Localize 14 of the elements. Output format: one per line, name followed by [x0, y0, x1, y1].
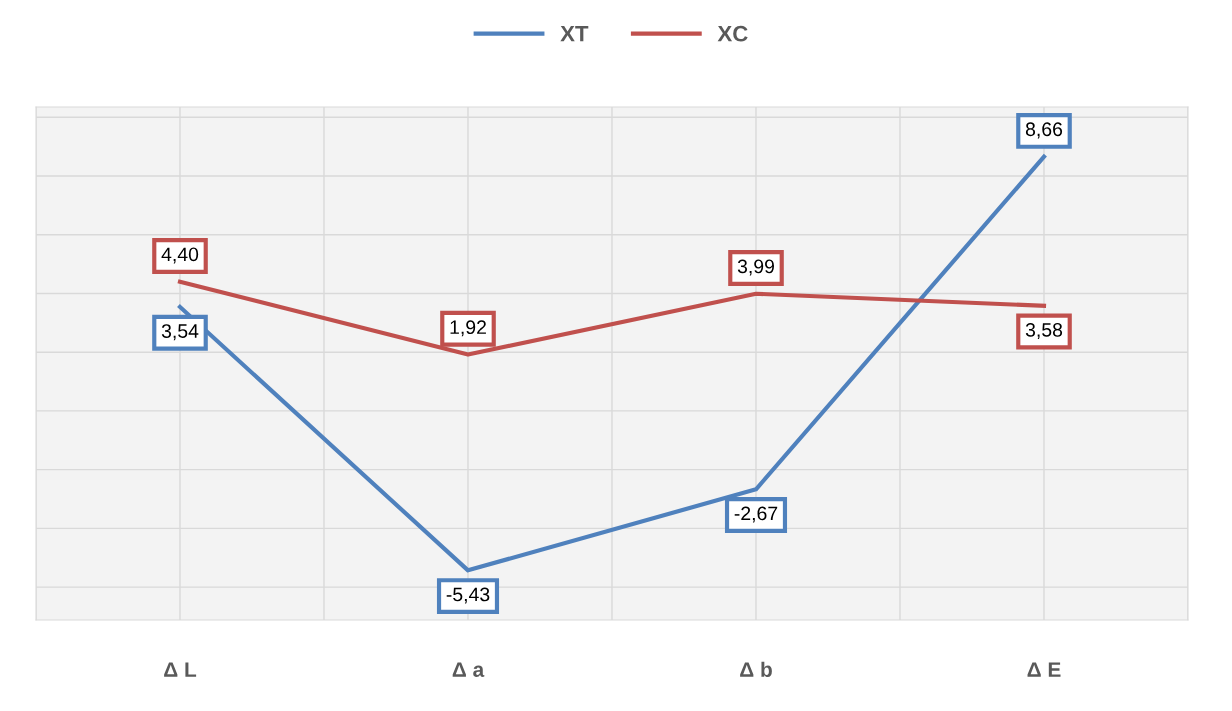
data-label: -5,43: [446, 587, 490, 604]
data-label: 3,54: [161, 324, 199, 341]
x-tick-label: Δ E: [1027, 662, 1061, 677]
data-label: 3,99: [737, 259, 774, 276]
legend-label: XC: [717, 25, 748, 42]
data-label: -2,67: [734, 506, 778, 523]
data-label: 3,58: [1025, 322, 1063, 340]
x-tick-label: Δ a: [452, 662, 485, 677]
data-label: 8,66: [1025, 122, 1063, 139]
x-tick-label: Δ b: [740, 661, 772, 677]
legend-label: XT: [560, 26, 589, 42]
data-label: 4,40: [161, 247, 199, 264]
data-label: 1,92: [450, 320, 486, 337]
x-tick-label: Δ L: [164, 662, 197, 677]
